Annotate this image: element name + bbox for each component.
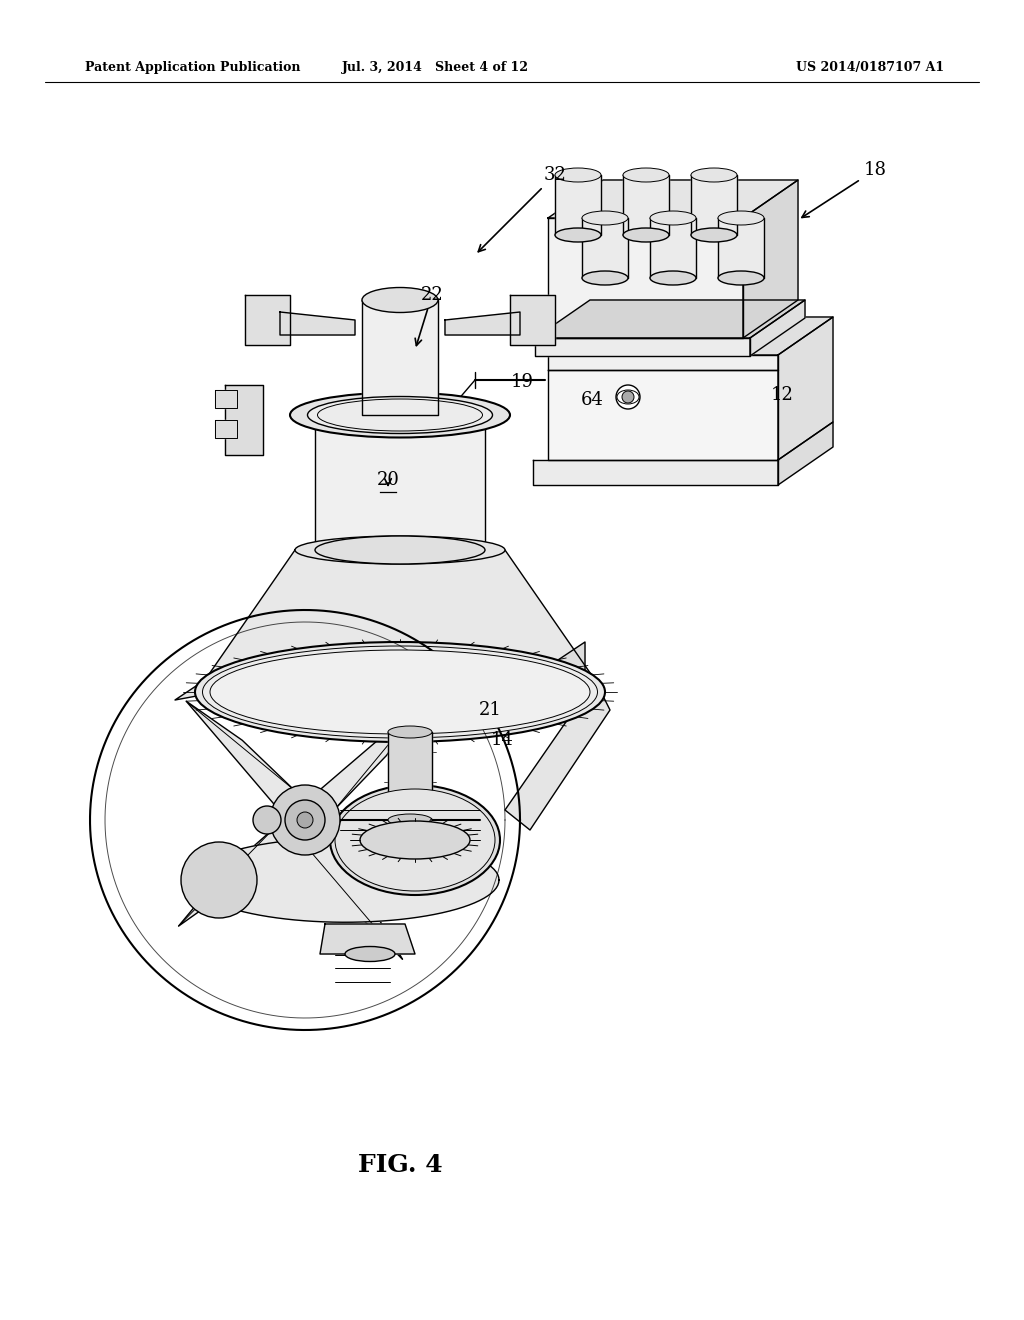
Polygon shape	[215, 420, 237, 438]
Polygon shape	[510, 294, 555, 345]
Polygon shape	[90, 610, 520, 1030]
Ellipse shape	[623, 228, 669, 242]
Ellipse shape	[315, 536, 485, 564]
Polygon shape	[225, 385, 263, 455]
Ellipse shape	[623, 168, 669, 182]
Polygon shape	[191, 838, 499, 923]
Polygon shape	[582, 218, 628, 279]
Polygon shape	[750, 300, 805, 356]
Polygon shape	[555, 642, 585, 717]
Text: 22: 22	[415, 286, 443, 346]
Circle shape	[285, 800, 325, 840]
Polygon shape	[548, 218, 743, 338]
Circle shape	[297, 812, 313, 828]
Polygon shape	[280, 312, 355, 335]
Text: 21: 21	[478, 701, 502, 719]
Ellipse shape	[691, 168, 737, 182]
Polygon shape	[245, 663, 555, 717]
Polygon shape	[534, 459, 778, 484]
Polygon shape	[535, 300, 805, 338]
Polygon shape	[245, 294, 290, 345]
Ellipse shape	[315, 407, 485, 434]
Text: FIG. 4: FIG. 4	[357, 1152, 442, 1177]
Ellipse shape	[345, 946, 395, 961]
Ellipse shape	[307, 396, 493, 433]
Ellipse shape	[691, 228, 737, 242]
Polygon shape	[319, 924, 415, 954]
Text: 20: 20	[377, 471, 399, 488]
Polygon shape	[178, 828, 289, 927]
Ellipse shape	[360, 821, 470, 859]
Text: Patent Application Publication: Patent Application Publication	[85, 62, 300, 74]
Polygon shape	[175, 640, 540, 700]
Ellipse shape	[555, 228, 601, 242]
Ellipse shape	[582, 271, 628, 285]
Polygon shape	[650, 218, 696, 279]
Polygon shape	[310, 838, 402, 960]
Polygon shape	[778, 422, 833, 484]
Ellipse shape	[388, 726, 432, 738]
Polygon shape	[505, 680, 610, 830]
Polygon shape	[548, 370, 778, 459]
Polygon shape	[318, 698, 427, 809]
Ellipse shape	[195, 642, 605, 742]
Polygon shape	[215, 389, 237, 408]
Polygon shape	[555, 176, 601, 235]
Polygon shape	[445, 312, 520, 335]
Text: 32: 32	[478, 166, 566, 252]
Polygon shape	[362, 300, 438, 414]
Circle shape	[616, 385, 640, 409]
Ellipse shape	[718, 211, 764, 224]
Ellipse shape	[295, 536, 505, 564]
Polygon shape	[548, 355, 778, 370]
Polygon shape	[535, 338, 750, 356]
Ellipse shape	[362, 288, 438, 313]
Ellipse shape	[205, 655, 595, 705]
Polygon shape	[205, 550, 595, 680]
Ellipse shape	[718, 271, 764, 285]
Ellipse shape	[582, 211, 628, 224]
Polygon shape	[778, 317, 833, 459]
Text: 19: 19	[511, 374, 534, 391]
Polygon shape	[691, 176, 737, 235]
Polygon shape	[388, 733, 432, 820]
Ellipse shape	[330, 785, 500, 895]
Ellipse shape	[650, 211, 696, 224]
Text: 18: 18	[802, 161, 887, 218]
Ellipse shape	[253, 807, 281, 834]
Ellipse shape	[335, 789, 495, 891]
Circle shape	[181, 842, 257, 917]
Polygon shape	[186, 701, 294, 807]
Polygon shape	[548, 180, 798, 218]
Polygon shape	[623, 176, 669, 235]
Polygon shape	[315, 420, 485, 550]
Ellipse shape	[650, 271, 696, 285]
Text: 12: 12	[771, 385, 794, 404]
Text: 14: 14	[490, 731, 513, 748]
Ellipse shape	[290, 392, 510, 437]
Text: 64: 64	[581, 391, 603, 409]
Polygon shape	[548, 317, 833, 355]
Ellipse shape	[210, 649, 590, 734]
Polygon shape	[743, 180, 798, 338]
Circle shape	[270, 785, 340, 855]
Text: Jul. 3, 2014   Sheet 4 of 12: Jul. 3, 2014 Sheet 4 of 12	[341, 62, 528, 74]
Circle shape	[622, 391, 634, 403]
Ellipse shape	[388, 814, 432, 826]
Text: US 2014/0187107 A1: US 2014/0187107 A1	[796, 62, 944, 74]
Ellipse shape	[203, 645, 597, 738]
Polygon shape	[718, 218, 764, 279]
Ellipse shape	[555, 168, 601, 182]
